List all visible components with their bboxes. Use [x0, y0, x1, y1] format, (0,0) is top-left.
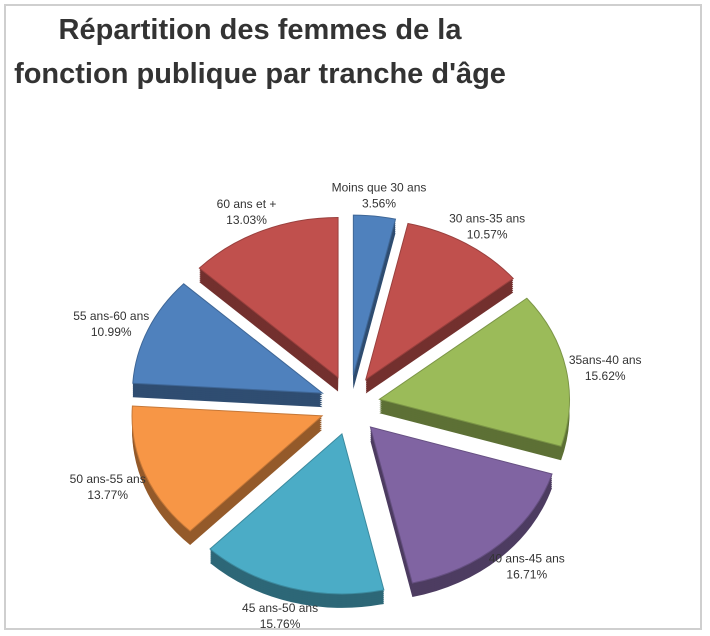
category-label: 40 ans-45 ans — [489, 552, 565, 566]
value-label: 15.62% — [585, 369, 626, 383]
category-label: 30 ans-35 ans — [449, 211, 525, 225]
value-label: 16.71% — [506, 568, 547, 582]
value-label: 3.56% — [362, 196, 396, 210]
data-label: 30 ans-35 ans 10.57% — [449, 211, 525, 241]
slice — [132, 283, 324, 394]
slice — [209, 432, 385, 595]
chart-title: Répartition des femmes de la fonction pu… — [14, 14, 506, 90]
frame — [4, 4, 702, 630]
value-label: 10.57% — [467, 227, 508, 241]
value-label: 15.76% — [260, 617, 301, 631]
category-label: 60 ans et + — [217, 197, 277, 211]
data-label: 50 ans-55 ans 13.77% — [70, 472, 146, 502]
category-label: 45 ans-50 ans — [242, 601, 318, 615]
data-label: Moins que 30 ans 3.56% — [332, 180, 427, 210]
value-label: 10.99% — [91, 325, 132, 339]
data-label: 55 ans-60 ans 10.99% — [73, 309, 149, 339]
category-label: Moins que 30 ans — [332, 180, 427, 194]
value-label: 13.03% — [226, 213, 267, 227]
data-label: 40 ans-45 ans 16.71% — [489, 552, 565, 582]
slice — [364, 222, 514, 381]
slice — [131, 405, 324, 532]
data-label: 60 ans et + 13.03% — [217, 197, 277, 227]
slice — [198, 216, 339, 379]
slice — [378, 297, 570, 447]
value-label: 13.77% — [87, 488, 128, 502]
category-label: 35ans-40 ans — [569, 353, 642, 367]
data-label: 35ans-40 ans 15.62% — [569, 353, 642, 383]
data-label: 45 ans-50 ans 15.76% — [242, 601, 318, 631]
slice — [352, 214, 397, 376]
category-label: 50 ans-55 ans — [70, 472, 146, 486]
category-label: 55 ans-60 ans — [73, 309, 149, 323]
slice — [369, 426, 553, 584]
